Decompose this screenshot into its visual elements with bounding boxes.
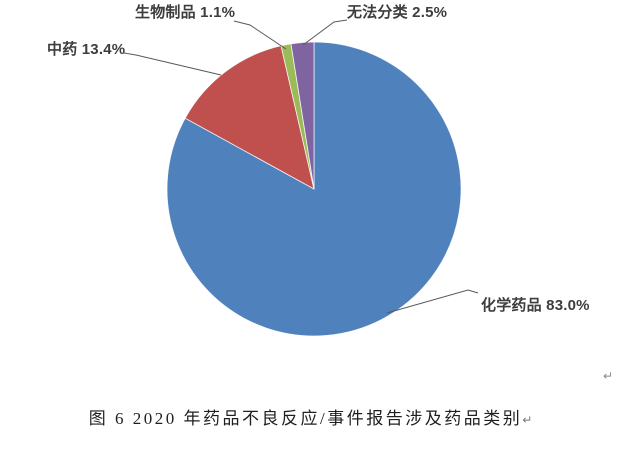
figure-caption-text: 图 6 2020 年药品不良反应/事件报告涉及药品类别 — [88, 409, 523, 428]
pie-slices — [166, 41, 462, 337]
leader-line-biologics — [233, 20, 287, 50]
slice-label-unclassified: 无法分类 2.5% — [347, 4, 448, 21]
leader-line-unclassified — [302, 19, 348, 46]
leader-line-tcm — [123, 52, 222, 76]
caption-return-mark-icon: ↵ — [522, 413, 533, 427]
slice-label-biologics: 生物制品 1.1% — [135, 4, 236, 21]
slice-label-chemical: 化学药品 83.0% — [481, 297, 590, 314]
pie-slice-tcm — [184, 45, 315, 190]
leader-line-chemical — [386, 289, 479, 314]
figure-caption: 图 6 2020 年药品不良反应/事件报告涉及药品类别↵ — [0, 404, 621, 429]
paragraph-return-mark-icon: ↵ — [603, 369, 614, 383]
slice-label-tcm: 中药 13.4% — [47, 41, 126, 58]
pie-slice-unclassified — [290, 41, 315, 190]
